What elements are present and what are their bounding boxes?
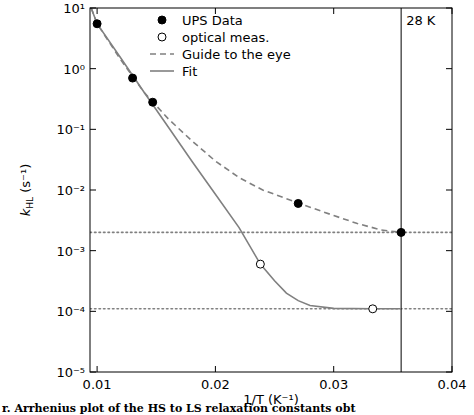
x-tick-label: 0.01 [83, 377, 112, 392]
x-tick [452, 366, 453, 372]
y-tick [446, 372, 452, 373]
legend: UPS Data optical meas. Guide to the eye Fit [150, 13, 291, 79]
legend-label: UPS Data [182, 13, 243, 28]
y-tick [90, 68, 96, 69]
y-tick-label: 10⁻¹ [56, 122, 85, 137]
y-tick [446, 190, 452, 191]
caption: r. Arrhenius plot of the HS to LS relaxa… [2, 402, 356, 415]
y-label-unit: (s⁻¹) [18, 164, 33, 197]
series-line [91, 8, 401, 232]
x-tick [333, 8, 334, 14]
legend-line [150, 70, 174, 72]
x-tick [333, 366, 334, 372]
point [129, 74, 137, 82]
y-tick-label: 10⁻⁵ [56, 365, 85, 380]
y-tick [90, 8, 96, 9]
y-tick-label: 10⁻³ [56, 244, 85, 259]
y-tick [446, 129, 452, 130]
vline [401, 8, 402, 372]
y-tick [446, 250, 452, 251]
y-tick [446, 68, 452, 69]
x-tick-label: 0.04 [438, 377, 467, 392]
y-tick-label: 10¹ [63, 1, 85, 16]
y-tick [90, 311, 96, 312]
y-tick-label: 10⁻² [56, 183, 85, 198]
point [93, 20, 101, 28]
frame [90, 8, 452, 372]
legend-marker [158, 16, 166, 24]
y-tick [90, 129, 96, 130]
chart: 0.01 0.02 0.03 0.04 10¹ 10⁰ 10⁻¹ 10⁻² 10⁻³ 10⁻⁴ 10… [0, 0, 474, 415]
y-tick [90, 250, 96, 251]
point [397, 228, 405, 236]
y-label-subscript: HL [25, 197, 35, 209]
point [149, 98, 157, 106]
y-tick-label: 10⁰ [63, 62, 85, 77]
x-tick-label: 0.03 [319, 377, 348, 392]
y-tick [446, 8, 452, 9]
x-tick [97, 366, 98, 372]
legend-label: Fit [182, 64, 197, 79]
point [294, 199, 302, 207]
x-tick [452, 8, 453, 14]
x-tick [97, 8, 98, 14]
x-tick-label: 0.02 [201, 377, 230, 392]
legend-label: optical meas. [182, 30, 269, 45]
y-axis-label: kHL (s⁻¹) [18, 164, 35, 216]
y-tick [90, 190, 96, 191]
point [369, 305, 377, 313]
legend-marker [158, 33, 166, 41]
plot-area [91, 8, 405, 313]
reference-lines [90, 8, 452, 372]
x-tick [215, 366, 216, 372]
vline-label: 28 K [406, 13, 436, 28]
y-tick-label: 10⁻⁴ [56, 304, 85, 319]
y-tick [90, 372, 96, 373]
point [256, 260, 264, 268]
legend-line [150, 53, 174, 55]
y-tick [446, 311, 452, 312]
legend-label: Guide to the eye [182, 47, 291, 62]
series-line [91, 8, 401, 309]
